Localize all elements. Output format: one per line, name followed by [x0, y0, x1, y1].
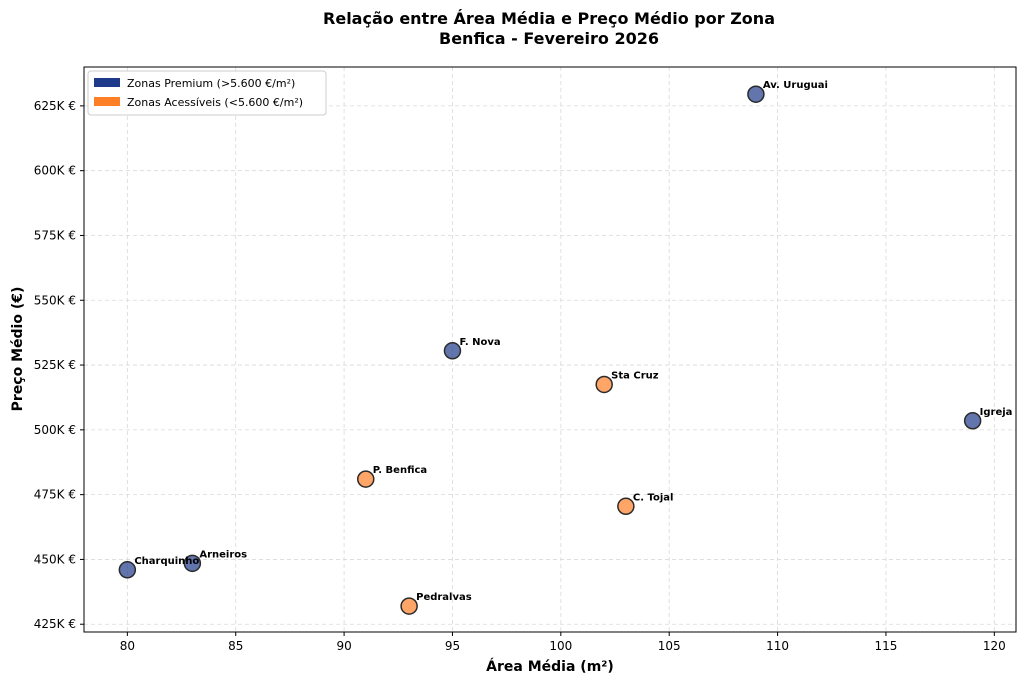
y-tick-label: 500K €	[34, 423, 76, 437]
x-tick-label: 90	[336, 639, 351, 653]
legend-box	[87, 70, 327, 116]
y-axis-label: Preço Médio (€)	[10, 287, 26, 412]
y-tick-label: 425K €	[34, 617, 76, 631]
data-point-label: Pedralvas	[416, 592, 472, 603]
x-axis-label: Área Média (m²)	[486, 658, 614, 675]
x-tick-label: 115	[875, 639, 898, 653]
data-point-premium	[747, 85, 765, 103]
x-tick-label: 95	[445, 639, 460, 653]
data-point-premium	[963, 412, 982, 430]
x-tick-label: 100	[549, 639, 572, 653]
data-point-label: Sta Cruz	[611, 370, 659, 381]
y-tick-label: 600K €	[34, 164, 76, 178]
data-point-premium	[183, 554, 202, 573]
y-tick-label: 625K €	[34, 99, 76, 113]
x-tick-label: 105	[658, 639, 681, 653]
y-tick-label: 450K €	[34, 552, 76, 566]
data-point-label: C. Tojal	[633, 492, 674, 503]
data-point-label: P. Benfica	[373, 465, 427, 476]
grid-lines	[84, 67, 1016, 632]
y-tick-label: 575K €	[34, 228, 76, 242]
data-point-acessivel	[595, 375, 613, 394]
data-point-premium	[118, 561, 137, 579]
data-point-label: Arneiros	[199, 549, 247, 560]
legend-swatch-acessivel	[94, 97, 120, 106]
data-point-acessivel	[617, 497, 635, 516]
data-points: Av. Uruguai F. Nova Igreja ArneirosCharquin…	[118, 80, 1013, 615]
data-point-acessivel	[400, 597, 418, 615]
data-point-acessivel	[357, 470, 375, 488]
x-tick-label: 110	[766, 639, 789, 653]
legend-label-premium: Zonas Premium (>5.600 €/m²)	[127, 77, 295, 90]
data-point-label: Charquinho	[134, 556, 199, 567]
y-tick-label: 475K €	[34, 488, 76, 502]
data-point-label: F. Nova	[459, 337, 500, 348]
chart-title-line2: Benfica - Fevereiro 2026	[439, 29, 659, 48]
axis-ticks: 80 85 90 95 100 105 110 115 120 425K € 450K € 475K …	[34, 99, 1006, 653]
y-tick-label: 550K €	[34, 293, 76, 307]
data-point-premium	[443, 342, 462, 360]
data-point-label: Igreja	[980, 407, 1013, 418]
plot-frame	[83, 66, 1017, 633]
x-tick-label: 120	[983, 639, 1006, 653]
legend-label-acessivel: Zonas Acessíveis (<5.600 €/m²)	[127, 96, 303, 109]
x-tick-label: 85	[228, 639, 243, 653]
data-point-label: Av. Uruguai	[763, 80, 828, 91]
x-tick-label: 80	[120, 639, 135, 653]
legend-swatch-premium	[94, 78, 120, 87]
y-tick-label: 525K €	[34, 358, 76, 372]
chart-title-line1: Relação entre Área Média e Preço Médio p…	[323, 9, 775, 28]
legend: Zonas Premium (>5.600 €/m²) Zonas Acessí…	[87, 70, 327, 116]
